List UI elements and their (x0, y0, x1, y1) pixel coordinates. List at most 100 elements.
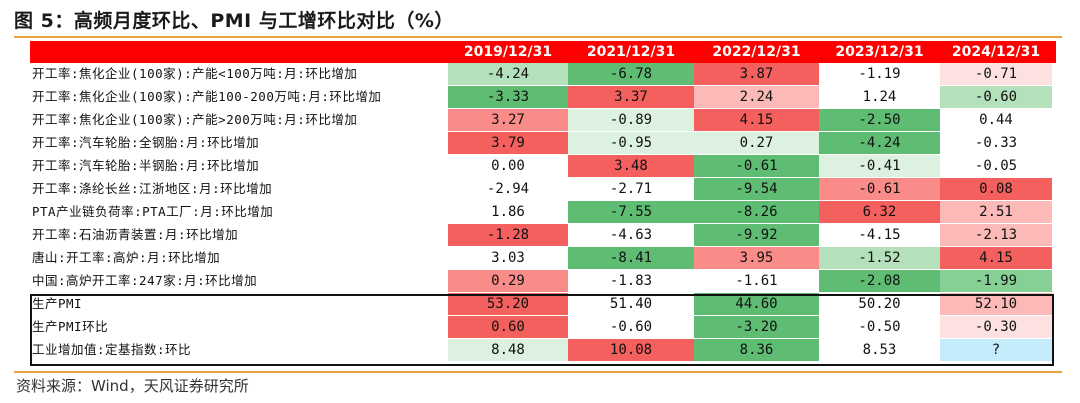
column-header: 2023/12/31 (835, 44, 924, 60)
value-cell: -3.20 (694, 316, 819, 338)
row-label: 开工率:焦化企业(100家):产能100-200万吨:月:环比增加 (32, 89, 382, 104)
value-cell: -1.28 (448, 224, 568, 246)
column-header: 2024/12/31 (951, 44, 1041, 60)
table-row: 生产PMI环比 0.60 -0.60 -3.20 -0.50 -0.30 (30, 316, 1056, 338)
value-cell: -0.89 (568, 109, 694, 131)
table-row: 开工率:汽车轮胎:半钢胎:月:环比增加 0.00 3.48 -0.61 -0.41 -0.… (30, 155, 1056, 177)
value-cell: 0.00 (448, 155, 568, 177)
value-cell: -0.60 (568, 316, 694, 338)
value-cell: 3.87 (694, 63, 819, 85)
row-label: 开工率:汽车轮胎:半钢胎:月:环比增加 (32, 158, 260, 173)
value-cell: -4.24 (819, 132, 940, 154)
value-cell: 53.20 (448, 293, 568, 315)
column-header: 2022/12/31 (712, 44, 801, 60)
table-row: 唐山:开工率:高炉:月:环比增加 3.03 -8.41 3.95 -1.52 4.15 (30, 247, 1056, 269)
value-cell: -0.50 (819, 316, 940, 338)
row-label: 唐山:开工率:高炉:月:环比增加 (32, 250, 221, 265)
figure-title: 图 5：高频月度环比、PMI 与工增环比对比（%） (14, 10, 454, 32)
value-cell: -3.33 (448, 86, 568, 108)
value-cell: 4.15 (694, 109, 819, 131)
value-cell: 0.60 (448, 316, 568, 338)
value-cell: 4.15 (940, 247, 1052, 269)
value-cell: -2.50 (819, 109, 940, 131)
table-row: 开工率:涤纶长丝:江浙地区:月:环比增加 -2.94 -2.71 -9.54 -0.61… (30, 178, 1056, 200)
row-label: 开工率:石油沥青装置:月:环比增加 (32, 227, 239, 242)
row-label: PTA产业链负荷率:PTA工厂:月:环比增加 (32, 204, 274, 219)
value-cell: -1.52 (819, 247, 940, 269)
value-cell: 3.79 (448, 132, 568, 154)
table-header: 2019/12/31 2021/12/31 2022/12/31 2023/12/31… (30, 41, 1056, 63)
source-note: 资料来源：Wind，天风证券研究所 (16, 377, 249, 395)
value-cell: -0.71 (940, 63, 1052, 85)
value-cell: -7.55 (568, 201, 694, 223)
table-row: 生产PMI 53.20 51.40 44.60 50.20 52.10 (30, 293, 1056, 315)
value-cell: 2.51 (940, 201, 1052, 223)
value-cell: -0.61 (819, 178, 940, 200)
value-cell: 50.20 (819, 293, 940, 315)
value-cell: 8.36 (694, 339, 819, 361)
value-cell: -9.92 (694, 224, 819, 246)
column-header: 2019/12/31 (463, 44, 553, 60)
value-cell: -4.24 (448, 63, 568, 85)
value-cell: -8.41 (568, 247, 694, 269)
table-row: 开工率:焦化企业(100家):产能100-200万吨:月:环比增加 -3.33 3.… (30, 86, 1056, 108)
value-cell: 0.29 (448, 270, 568, 292)
row-label: 中国:高炉开工率:247家:月:环比增加 (32, 273, 258, 288)
value-cell: -4.63 (568, 224, 694, 246)
value-cell: 51.40 (568, 293, 694, 315)
row-label: 开工率:焦化企业(100家):产能>200万吨:月:环比增加 (32, 112, 358, 127)
value-cell: 0.27 (694, 132, 819, 154)
value-cell: 1.86 (448, 201, 568, 223)
value-cell: 0.08 (940, 178, 1052, 200)
value-cell: -2.94 (448, 178, 568, 200)
value-cell: 2.24 (694, 86, 819, 108)
row-label: 工业增加值:定基指数:环比 (32, 342, 192, 357)
table-row: 中国:高炉开工率:247家:月:环比增加 0.29 -1.83 -1.61 -2.08-… (30, 270, 1056, 292)
value-cell: -2.08 (819, 270, 940, 292)
value-cell: -2.13 (940, 224, 1052, 246)
value-cell: 3.03 (448, 247, 568, 269)
value-cell: 0.44 (940, 109, 1052, 131)
value-cell: 3.37 (568, 86, 694, 108)
value-cell: -0.33 (940, 132, 1052, 154)
value-cell: 3.48 (568, 155, 694, 177)
value-cell: -1.61 (694, 270, 819, 292)
value-cell: 3.95 (694, 247, 819, 269)
top-rule (14, 36, 1062, 38)
table-row: 开工率:汽车轮胎:全钢胎:月:环比增加 3.79 -0.95 0.27 -4.24 -0.… (30, 132, 1056, 154)
value-cell: -6.78 (568, 63, 694, 85)
value-cell: -2.71 (568, 178, 694, 200)
value-cell: 3.27 (448, 109, 568, 131)
value-cell: -0.60 (940, 86, 1052, 108)
table-row: 开工率:石油沥青装置:月:环比增加 -1.28 -4.63 -9.92 -4.15 -2.… (30, 224, 1056, 246)
value-cell: -8.26 (694, 201, 819, 223)
value-cell: -0.95 (568, 132, 694, 154)
value-cell: -9.54 (694, 178, 819, 200)
table-row: 工业增加值:定基指数:环比 8.48 10.08 8.36 8.53? (30, 339, 1056, 361)
value-cell: -0.61 (694, 155, 819, 177)
bottom-rule (14, 371, 1062, 373)
value-cell: 52.10 (940, 293, 1052, 315)
value-cell: -0.05 (940, 155, 1052, 177)
value-cell: ? (940, 339, 1052, 361)
value-cell: 10.08 (568, 339, 694, 361)
value-cell: -4.15 (819, 224, 940, 246)
row-label: 生产PMI (32, 296, 83, 311)
value-cell: 6.32 (819, 201, 940, 223)
value-cell: -1.19 (819, 63, 940, 85)
column-header: 2021/12/31 (586, 44, 676, 60)
value-cell: -0.41 (819, 155, 940, 177)
value-cell: -1.83 (568, 270, 694, 292)
row-label: 开工率:汽车轮胎:全钢胎:月:环比增加 (32, 135, 260, 150)
table-row: 开工率:焦化企业(100家):产能<100万吨:月:环比增加 -4.24 -6.78… (30, 63, 1056, 85)
row-label: 开工率:涤纶长丝:江浙地区:月:环比增加 (32, 181, 273, 196)
value-cell: -0.30 (940, 316, 1052, 338)
value-cell: 8.53 (819, 339, 940, 361)
table-row: PTA产业链负荷率:PTA工厂:月:环比增加 1.86 -7.55 -8.26 6.32… (30, 201, 1056, 223)
value-cell: 8.48 (448, 339, 568, 361)
value-cell: 44.60 (694, 293, 819, 315)
row-label: 生产PMI环比 (32, 319, 109, 334)
value-cell: 1.24 (819, 86, 940, 108)
table-row: 开工率:焦化企业(100家):产能>200万吨:月:环比增加 3.27 -0.89 4… (30, 109, 1056, 131)
row-label: 开工率:焦化企业(100家):产能<100万吨:月:环比增加 (32, 66, 358, 81)
